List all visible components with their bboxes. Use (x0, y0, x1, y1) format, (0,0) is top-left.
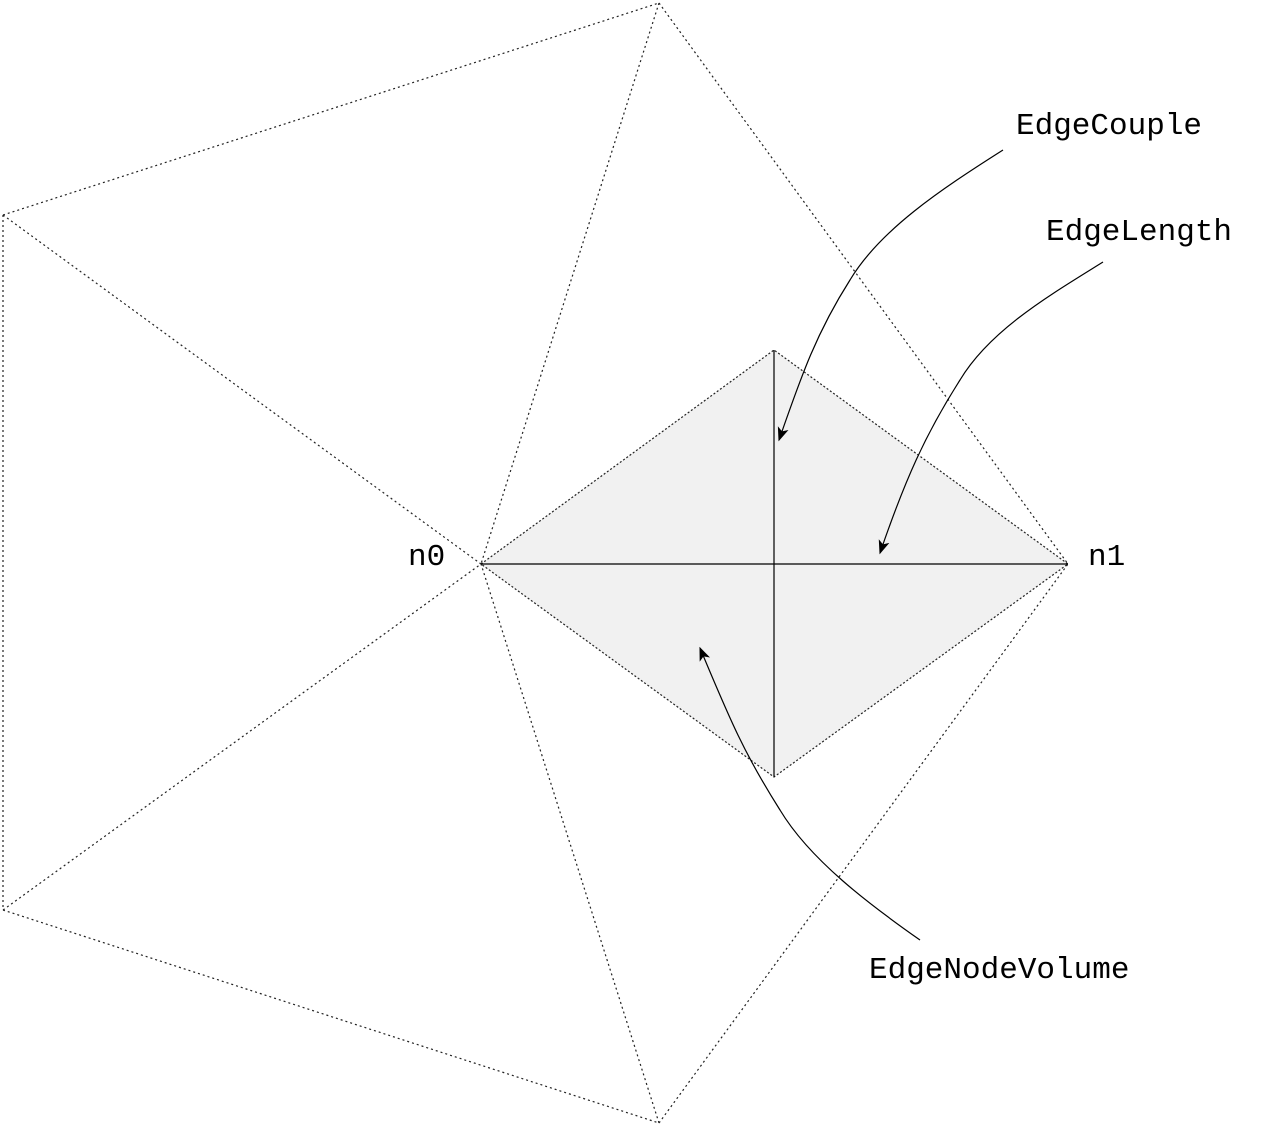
mesh-edge (658, 563, 1069, 1124)
mesh-edge (658, 2, 1069, 565)
node-label-n1: n1 (1088, 540, 1125, 575)
mesh-edge (480, 2, 660, 565)
edge-node-volume-leader (699, 646, 921, 941)
edge-length-label: EdgeLength (1046, 215, 1232, 250)
edge-couple-leader (777, 149, 1004, 442)
edge-couple-label: EdgeCouple (1016, 109, 1202, 144)
node-label-n0: n0 (408, 540, 445, 575)
mesh-edge (2, 2, 660, 216)
edge-node-volume-label: EdgeNodeVolume (869, 953, 1129, 988)
mesh-edge (2, 909, 660, 1124)
mesh-edge (2, 214, 482, 565)
edge-length-leader (878, 261, 1104, 555)
surrounding-mesh (2, 2, 1069, 1124)
mesh-edge (2, 563, 482, 911)
